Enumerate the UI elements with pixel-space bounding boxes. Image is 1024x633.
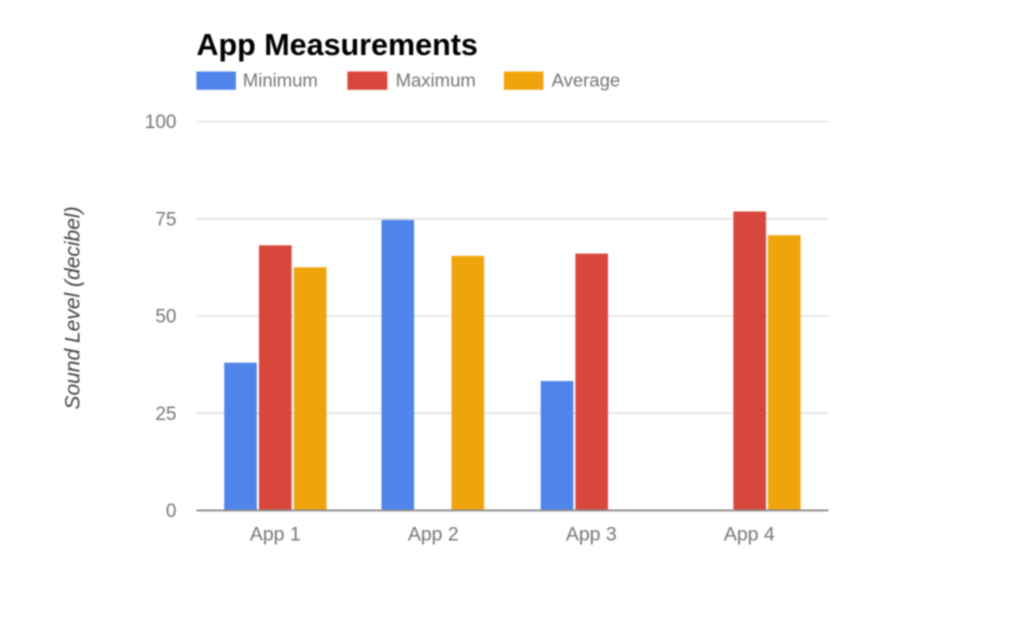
svg-text:75: 75 [155,209,176,230]
svg-text:App 4: App 4 [724,524,775,546]
svg-text:25: 25 [155,404,176,425]
svg-text:Minimum: Minimum [243,70,318,91]
svg-text:App 1: App 1 [250,524,301,546]
svg-text:Average: Average [552,70,621,91]
svg-text:0: 0 [166,501,177,522]
svg-text:100: 100 [145,112,177,133]
svg-text:App Measurements: App Measurements [197,28,478,62]
svg-text:Maximum: Maximum [396,70,476,91]
svg-text:App 3: App 3 [566,524,617,546]
svg-text:App 2: App 2 [408,524,459,546]
svg-text:Sound Level (decibel): Sound Level (decibel) [61,206,84,409]
svg-text:50: 50 [155,307,176,328]
